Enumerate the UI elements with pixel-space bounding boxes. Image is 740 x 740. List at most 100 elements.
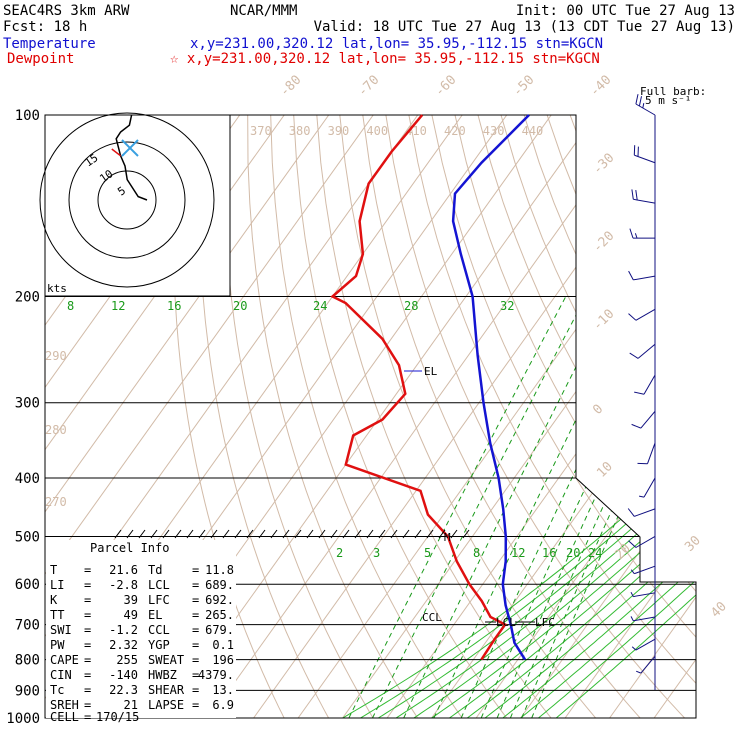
parcel-param-name: TT bbox=[50, 608, 64, 622]
wind-barb-column bbox=[627, 94, 656, 690]
hatch-mark bbox=[234, 529, 242, 539]
wind-barb-flag bbox=[630, 591, 634, 597]
moist-adiabat-line bbox=[466, 296, 696, 718]
parcel-equals: = bbox=[192, 623, 199, 637]
parcel-equals: = bbox=[84, 593, 91, 607]
parcel-param-value: 6.9 bbox=[212, 698, 234, 712]
dry-adiabat-line bbox=[477, 115, 696, 718]
wind-barb-flag bbox=[628, 313, 637, 321]
plot-border bbox=[44, 114, 697, 719]
wind-barb bbox=[640, 655, 656, 674]
isotherm-line bbox=[342, 115, 696, 718]
wind-barb bbox=[634, 508, 656, 517]
dry-adiabat-line bbox=[316, 115, 552, 718]
hodograph-ring bbox=[68, 141, 186, 259]
barb-legend-line2: 5 m s⁻¹ bbox=[645, 94, 691, 107]
mixing-ratio-label: 16 bbox=[167, 299, 181, 313]
mixing-ratio-label: 20 bbox=[233, 299, 247, 313]
hatch-mark bbox=[162, 529, 170, 539]
dry-adiabat-line bbox=[223, 115, 374, 718]
mixing-ratio-label: 24 bbox=[313, 299, 327, 313]
isotherm-label: 0 bbox=[590, 402, 606, 418]
hatch-mark bbox=[222, 529, 230, 539]
hatch-mark bbox=[114, 529, 122, 539]
parcel-equals: = bbox=[84, 683, 91, 697]
pressure-label: 400 bbox=[15, 471, 40, 487]
dry-adiabat-line bbox=[385, 115, 685, 718]
parcel-param-name: HWBZ bbox=[148, 668, 177, 682]
mixing-ratio-label: 12 bbox=[111, 299, 125, 313]
hodograph-segment bbox=[111, 148, 122, 157]
hatch-mark bbox=[414, 529, 422, 539]
theta-label: 390 bbox=[328, 124, 350, 138]
isotherm-label: -50 bbox=[510, 73, 537, 100]
theta-label: 420 bbox=[444, 124, 466, 138]
pressure-label: 300 bbox=[15, 396, 40, 412]
hodograph-units-label: kts bbox=[47, 282, 67, 295]
parcel-param-value: 265. bbox=[205, 608, 234, 622]
parcel-param-name: PW bbox=[50, 638, 65, 652]
theta-label: 280 bbox=[45, 423, 67, 437]
dry-adiabat-line bbox=[615, 115, 696, 718]
parcel-info-title: Parcel Info bbox=[90, 541, 169, 555]
isotherm-line bbox=[653, 115, 696, 718]
isotherm-line bbox=[609, 115, 696, 718]
parcel-param-name: SREH bbox=[50, 698, 79, 712]
parcel-equals: = bbox=[84, 710, 91, 724]
mixing-ratio-line bbox=[480, 296, 677, 718]
mixing-ratio-label: 12 bbox=[511, 546, 525, 560]
parcel-equals: = bbox=[192, 593, 199, 607]
wind-barb bbox=[635, 308, 656, 321]
wind-barb-flag bbox=[634, 233, 638, 239]
valid-time: Valid: 18 UTC Tue 27 Aug 13 (13 CDT Tue … bbox=[314, 19, 735, 35]
mixing-ratio-label: 3 bbox=[373, 546, 380, 560]
wind-barb bbox=[635, 536, 656, 548]
theta-label: 370 bbox=[250, 124, 272, 138]
pressure-label: 800 bbox=[15, 653, 40, 669]
parcel-param-name: SHEAR bbox=[148, 683, 185, 697]
hatch-mark bbox=[282, 529, 290, 539]
parcel-param-name: Td bbox=[148, 563, 162, 577]
wind-barb bbox=[635, 638, 656, 651]
parcel-info-background bbox=[46, 540, 236, 718]
parcel-param-value: 0.1 bbox=[212, 638, 234, 652]
moist-adiabat-line bbox=[395, 296, 696, 718]
parcel-equals: = bbox=[192, 683, 199, 697]
barb-legend-line1: Full barb: bbox=[640, 85, 706, 98]
isotherm-label: -80 bbox=[277, 73, 304, 100]
parcel-equals: = bbox=[192, 698, 199, 712]
moist-adiabat-line bbox=[520, 296, 696, 718]
hatch-mark bbox=[342, 529, 350, 539]
isotherm-label: 10 bbox=[594, 459, 616, 481]
hatch-mark bbox=[366, 529, 374, 539]
parcel-param-name: SWEAT bbox=[148, 653, 184, 667]
hatch-mark bbox=[186, 529, 194, 539]
forecast-hour: Fcst: 18 h bbox=[3, 19, 87, 35]
parcel-param-name: CAPE bbox=[50, 653, 79, 667]
cell-label: CELL bbox=[50, 710, 79, 724]
dry-adiabat-line bbox=[198, 115, 330, 718]
organization-label: NCAR/MMM bbox=[230, 3, 297, 19]
parcel-param-name: CIN bbox=[50, 668, 72, 682]
pressure-label: 700 bbox=[15, 618, 40, 634]
sounding-profiles bbox=[330, 114, 530, 661]
mixing-ratio-line bbox=[496, 296, 691, 718]
wind-barb-flag bbox=[635, 94, 639, 105]
parcel-equals: = bbox=[192, 608, 199, 622]
parcel-equals: = bbox=[192, 638, 199, 652]
mixing-ratio-label: 20 bbox=[566, 546, 580, 560]
mixing-ratio-line bbox=[403, 296, 613, 718]
pressure-label: 600 bbox=[15, 577, 40, 593]
wind-barb-flag bbox=[638, 96, 642, 107]
hodograph-frame bbox=[44, 114, 231, 297]
isotherm-label: 40 bbox=[708, 599, 730, 621]
parcel-equals: = bbox=[84, 563, 91, 577]
theta-label: 290 bbox=[45, 349, 67, 363]
wind-barb bbox=[637, 343, 656, 359]
parcel-param-name: K bbox=[50, 593, 58, 607]
wind-barb bbox=[643, 477, 656, 498]
hatch-mark bbox=[198, 529, 206, 539]
isotherm-line bbox=[564, 115, 696, 718]
mixing-ratio-label: 16 bbox=[542, 546, 556, 560]
